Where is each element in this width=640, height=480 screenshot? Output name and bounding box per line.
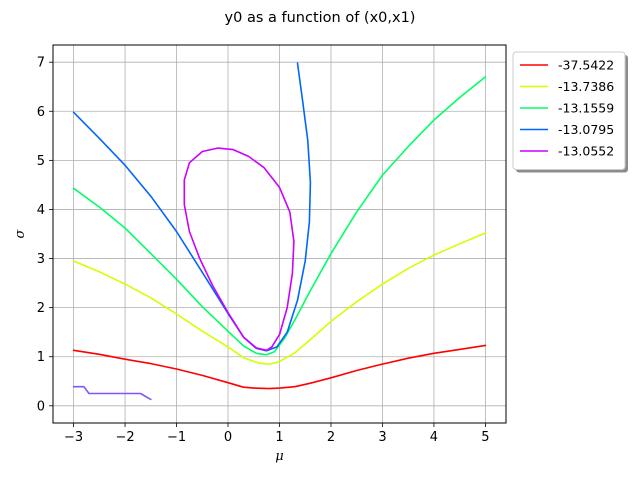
x-tick-label: 0 xyxy=(224,430,232,445)
legend: -37.5422 -13.7386 -13.1559 -13.0795 -13.0552 xyxy=(512,51,628,173)
y-tick-label: 2 xyxy=(37,301,45,316)
x-tick-label: 3 xyxy=(378,430,386,445)
legend-label: -37.5422 xyxy=(558,58,614,73)
x-axis-label: μ xyxy=(275,449,283,464)
x-tick-label: −1 xyxy=(167,430,186,445)
plot-lines xyxy=(72,62,487,401)
series-line-3 xyxy=(72,76,487,356)
series-line-6 xyxy=(72,385,152,401)
chart-title: y0 as a function of (x0,x1) xyxy=(225,10,416,26)
y-tick-label: 5 xyxy=(37,154,45,169)
y-tick-label: 7 xyxy=(37,56,45,71)
legend-label: -13.0552 xyxy=(558,144,614,159)
legend-label: -13.0795 xyxy=(558,122,614,137)
x-tick-label: 1 xyxy=(275,430,283,445)
legend-label: -13.1559 xyxy=(558,101,614,116)
x-tick-label: −2 xyxy=(115,430,134,445)
legend-label: -13.7386 xyxy=(558,79,614,94)
y-tick-label: 6 xyxy=(37,105,45,120)
series-line-2 xyxy=(72,232,487,365)
series-line-5 xyxy=(183,147,295,352)
grid xyxy=(53,45,506,423)
y-axis-label: σ xyxy=(13,228,28,238)
series-line-1 xyxy=(72,344,487,390)
legend-box xyxy=(512,51,626,170)
y-tick-label: 1 xyxy=(37,350,45,365)
ticks: −3 −2 −1 0 1 2 3 4 5 0 1 2 3 4 5 6 7 xyxy=(37,56,490,445)
y-tick-label: 3 xyxy=(37,252,45,267)
y-tick-label: 0 xyxy=(37,399,45,414)
y-tick-label: 4 xyxy=(37,203,45,218)
x-tick-label: 2 xyxy=(327,430,335,445)
x-tick-label: 5 xyxy=(481,430,489,445)
x-tick-label: −3 xyxy=(64,430,83,445)
x-tick-label: 4 xyxy=(430,430,438,445)
